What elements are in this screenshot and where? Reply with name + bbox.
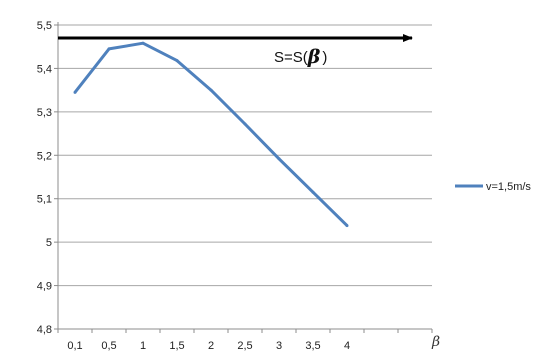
x-axis-title: β — [431, 334, 440, 350]
data-point — [345, 224, 349, 228]
y-tick-label: 4,9 — [37, 281, 52, 293]
y-tick-label: 5,2 — [37, 150, 52, 162]
y-tick-label: 5,4 — [37, 63, 52, 75]
annotation-label: S=S(β) — [274, 46, 327, 68]
x-tick-label: 1 — [140, 340, 146, 352]
x-tick-labels: 0,1 0,5 1 1,5 2 2,5 3 3,5 4 — [67, 340, 350, 352]
data-point — [209, 88, 213, 92]
data-point — [243, 122, 247, 126]
data-point — [175, 59, 179, 63]
data-point — [107, 47, 111, 51]
x-tick-label: 2,5 — [237, 340, 252, 352]
annotation: S=S(β) — [58, 34, 413, 68]
annotation-prefix: S=S( — [274, 49, 308, 66]
y-tick-label: 5,3 — [37, 107, 52, 119]
annotation-suffix: ) — [322, 49, 327, 66]
y-tick-label: 4,8 — [37, 324, 52, 336]
x-tick-label: 0,1 — [67, 340, 82, 352]
x-tick-label: 3 — [276, 340, 282, 352]
annotation-beta-symbol: β — [307, 46, 321, 68]
data-point — [141, 41, 145, 45]
x-tick-label: 3,5 — [305, 340, 320, 352]
x-tick-label: 1,5 — [169, 340, 184, 352]
axes — [57, 22, 433, 333]
x-tick-label: 2 — [208, 340, 214, 352]
y-tick-label: 5,5 — [37, 20, 52, 32]
plot-area — [58, 25, 432, 329]
data-point — [311, 190, 315, 194]
data-point — [277, 157, 281, 161]
legend-label: v=1,5m/s — [486, 181, 531, 193]
x-tick-label: 0,5 — [101, 340, 116, 352]
series-lines — [73, 41, 349, 228]
data-point — [73, 90, 77, 94]
y-tick-label: 5 — [46, 237, 52, 249]
gridlines — [54, 24, 432, 330]
x-tick-label: 4 — [344, 340, 350, 352]
legend: v=1,5m/s — [455, 181, 531, 193]
y-tick-label: 5,1 — [37, 194, 52, 206]
y-tick-labels: 4,8 4,9 5 5,1 5,2 5,3 5,4 5,5 — [37, 20, 52, 336]
